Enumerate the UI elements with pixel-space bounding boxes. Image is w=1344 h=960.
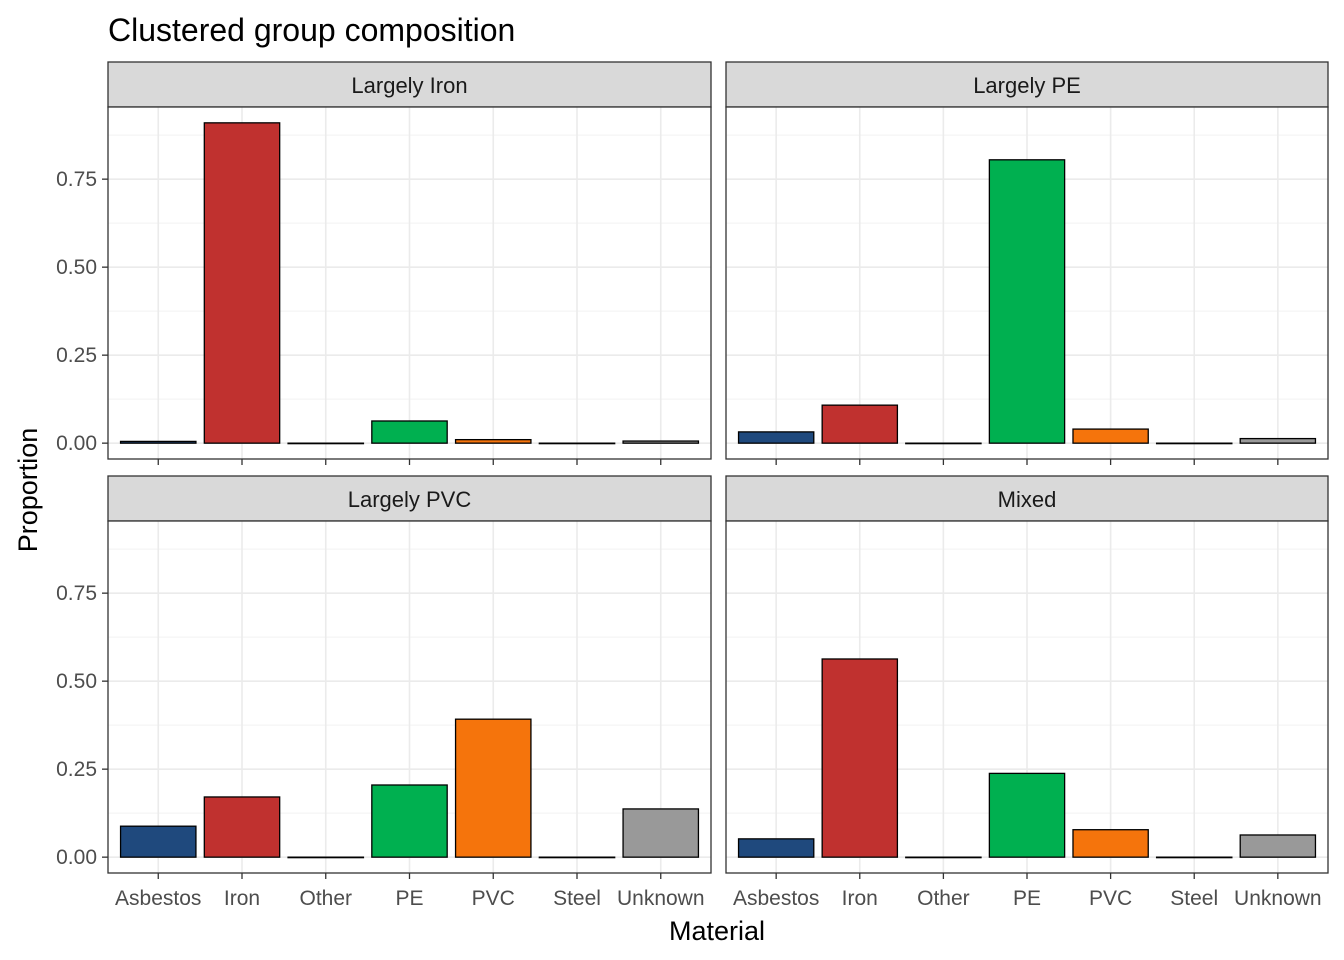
facet-strip-label: Mixed [998,487,1057,512]
bar-steel [1155,856,1233,859]
y-tick-label: 0.50 [56,670,97,693]
bar-other [905,442,982,445]
x-tick-label: Steel [1170,887,1218,910]
bar-other [287,442,365,445]
facet-largely-pe: Largely PE [725,61,1329,465]
x-tick-label: Unknown [1234,887,1322,910]
facet-largely-pvc: Largely PVC 0.00 0.25 0.50 0.75 Asbestos Iron O… [56,475,712,910]
bar-pe [988,772,1066,858]
bar-unknown [1239,834,1317,858]
bar-unknown [622,808,700,858]
y-axis-title: Proportion [13,428,43,553]
x-tick-label: Steel [553,887,601,910]
bar-iron [203,796,281,858]
facet-strip-label: Largely PVC [348,487,472,512]
bar-unknown [1239,437,1317,444]
facet-strip [107,475,712,522]
facet-panels: Largely Iron 0.00 0.25 0.50 0.75 Largely PE La… [56,61,1329,910]
bar-pvc [1072,428,1149,444]
bar-asbestos [737,431,815,444]
x-tick-label: PE [1013,887,1041,910]
x-tick-label: Asbestos [733,887,819,910]
bar-iron [821,404,899,444]
bar-iron [821,658,899,858]
bar-pe [988,159,1066,444]
y-tick-label: 0.25 [56,758,97,781]
x-tick-label: Iron [842,887,878,910]
y-tick-label: 0.50 [56,256,97,279]
x-tick-label: Iron [224,887,260,910]
x-tick-label: PE [395,887,423,910]
x-tick-label: Unknown [617,887,705,910]
bar-pvc [454,718,532,858]
bar-pe [371,784,448,858]
facet-strip [107,61,712,108]
chart-title: Clustered group composition [108,12,515,48]
y-tick-label: 0.00 [56,846,97,869]
facet-strip [725,475,1329,522]
y-tick-label: 0.25 [56,344,97,367]
bar-asbestos [119,825,197,858]
bar-iron [203,122,281,444]
x-tick-label: Other [299,887,352,910]
x-tick-label: Other [917,887,970,910]
facet-largely-iron: Largely Iron 0.00 0.25 0.50 0.75 [56,61,712,465]
bar-pvc [1072,829,1149,858]
bar-steel [538,442,616,445]
x-axis-title: Material [669,916,765,946]
bar-unknown [622,440,700,444]
bar-other [905,856,982,859]
x-tick-label: PVC [472,887,515,910]
bar-pe [371,420,448,444]
bar-steel [538,856,616,859]
bar-steel [1155,442,1233,445]
y-tick-label: 0.75 [56,582,97,605]
y-tick-label: 0.75 [56,168,97,191]
x-tick-label: PVC [1089,887,1132,910]
x-tick-label: Asbestos [115,887,201,910]
bar-other [287,856,365,859]
bar-pvc [454,438,532,444]
facet-mixed: Mixed Asbestos Iron Other PE PVC Steel Unknown [725,475,1329,910]
bar-asbestos [737,838,815,858]
y-tick-label: 0.00 [56,432,97,455]
facet-strip-label: Largely PE [973,73,1081,98]
bar-asbestos [119,440,197,444]
facet-strip-label: Largely Iron [351,73,467,98]
